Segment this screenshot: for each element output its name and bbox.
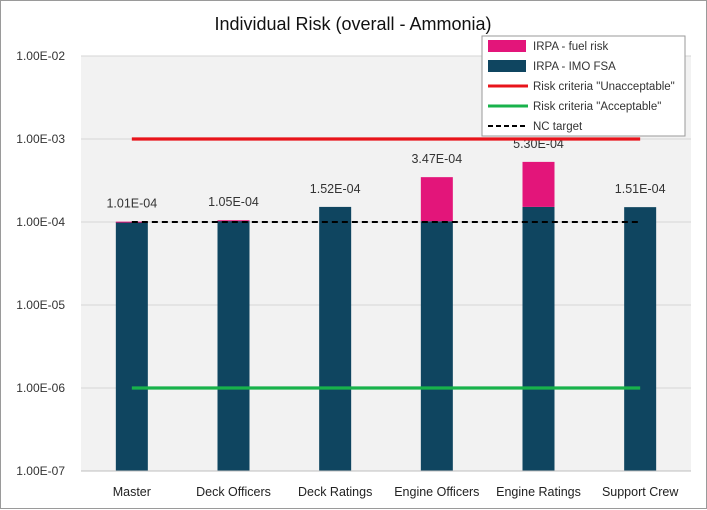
- data-label: 1.51E-04: [615, 182, 666, 196]
- legend: IRPA - fuel risk IRPA - IMO FSA Risk crite…: [481, 35, 686, 137]
- bar-fuel-risk: [217, 220, 250, 222]
- x-tick-label: Deck Officers: [196, 485, 271, 499]
- data-label: 3.47E-04: [411, 152, 462, 166]
- bar-imo-fsa: [522, 206, 555, 471]
- bar-fuel-risk: [522, 161, 555, 207]
- y-tick-label: 1.00E-03: [16, 132, 65, 146]
- bar-imo-fsa: [115, 222, 148, 471]
- bar-imo-fsa: [420, 221, 453, 471]
- legend-label: Risk criteria "Acceptable": [533, 101, 661, 113]
- bar-imo-fsa: [217, 220, 250, 471]
- data-label: 1.01E-04: [106, 197, 157, 211]
- x-tick-label: Engine Ratings: [496, 485, 581, 499]
- y-tick-label: 1.00E-04: [16, 215, 65, 229]
- bar-imo-fsa: [319, 206, 352, 471]
- x-tick-label: Support Crew: [602, 485, 679, 499]
- x-tick-label: Master: [113, 485, 151, 499]
- legend-swatch: [488, 60, 526, 72]
- data-label: 1.52E-04: [310, 182, 361, 196]
- legend-label: Risk criteria "Unacceptable": [533, 81, 675, 93]
- legend-label: IRPA - IMO FSA: [533, 61, 616, 73]
- y-tick-label: 1.00E-06: [16, 381, 65, 395]
- data-label: 1.05E-04: [208, 195, 259, 209]
- legend-label: IRPA - fuel risk: [533, 41, 608, 53]
- y-tick-label: 1.00E-07: [16, 464, 65, 478]
- chart-title: Individual Risk (overall - Ammonia): [214, 14, 491, 34]
- bar-imo-fsa: [624, 207, 657, 472]
- legend-swatch: [488, 40, 526, 52]
- y-tick-label: 1.00E-05: [16, 298, 65, 312]
- x-tick-label: Engine Officers: [394, 485, 479, 499]
- legend-label: NC target: [533, 121, 583, 133]
- bar-fuel-risk: [420, 177, 453, 222]
- x-tick-label: Deck Ratings: [298, 485, 372, 499]
- y-tick-label: 1.00E-02: [16, 49, 65, 63]
